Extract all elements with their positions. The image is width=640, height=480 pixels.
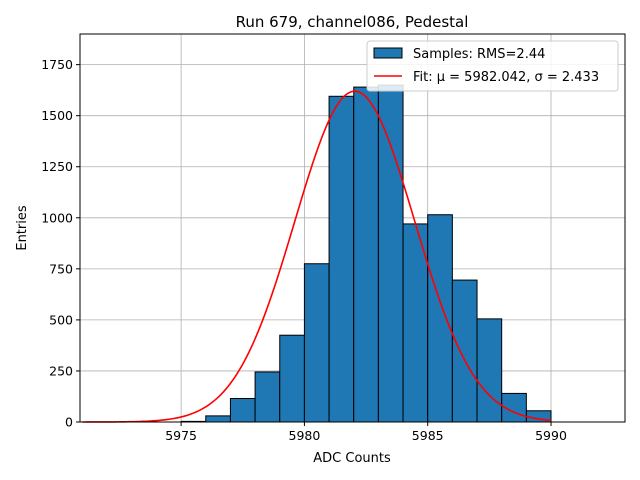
histogram-bar [205, 415, 231, 423]
x-tick-label: 5975 [165, 428, 197, 443]
legend-histogram-label: Samples: RMS=2.44 [413, 47, 545, 62]
histogram-bar [303, 263, 330, 423]
y-tick-label: 1500 [41, 108, 73, 123]
histogram-bar [229, 398, 256, 423]
histogram-bar [377, 84, 404, 423]
fit-curve [82, 90, 552, 423]
x-tick-label: 5990 [535, 428, 567, 443]
x-tick-label: 5985 [412, 428, 444, 443]
histogram-bar [254, 371, 281, 423]
histogram-bar [402, 223, 429, 423]
legend-box [366, 40, 619, 92]
y-tick-label: 0 [65, 415, 73, 430]
y-tick-label: 500 [49, 312, 73, 327]
chart-title: Run 679, channel086, Pedestal [236, 13, 469, 31]
histogram-bar [279, 334, 305, 423]
y-tick-label: 750 [49, 261, 73, 276]
y-axis-label: Entries [15, 205, 30, 251]
x-tick-label: 5980 [289, 428, 321, 443]
x-axis-ticks: 5975 5980 5985 5990 [165, 422, 567, 443]
histogram-bars [180, 84, 552, 423]
plot-frame [79, 33, 626, 423]
y-tick-label: 1000 [41, 210, 73, 225]
x-axis-label: ADC Counts [313, 451, 391, 466]
y-axis-ticks: 0 250 500 750 1000 1250 1500 1750 [41, 57, 80, 430]
legend: Samples: RMS=2.44 Fit: μ = 5982.042, σ =… [366, 40, 619, 92]
histogram-bar [328, 95, 355, 423]
legend-fit-label: Fit: μ = 5982.042, σ = 2.433 [413, 70, 599, 85]
y-tick-label: 1750 [41, 57, 73, 72]
legend-histogram-swatch [373, 47, 403, 59]
fit-curve-layer [82, 90, 552, 423]
histogram-bar [451, 279, 478, 423]
histogram-bar [427, 214, 453, 423]
histogram-bar [353, 86, 379, 423]
y-tick-label: 250 [49, 363, 73, 378]
histogram-bar [476, 318, 503, 423]
y-tick-label: 1250 [41, 159, 73, 174]
